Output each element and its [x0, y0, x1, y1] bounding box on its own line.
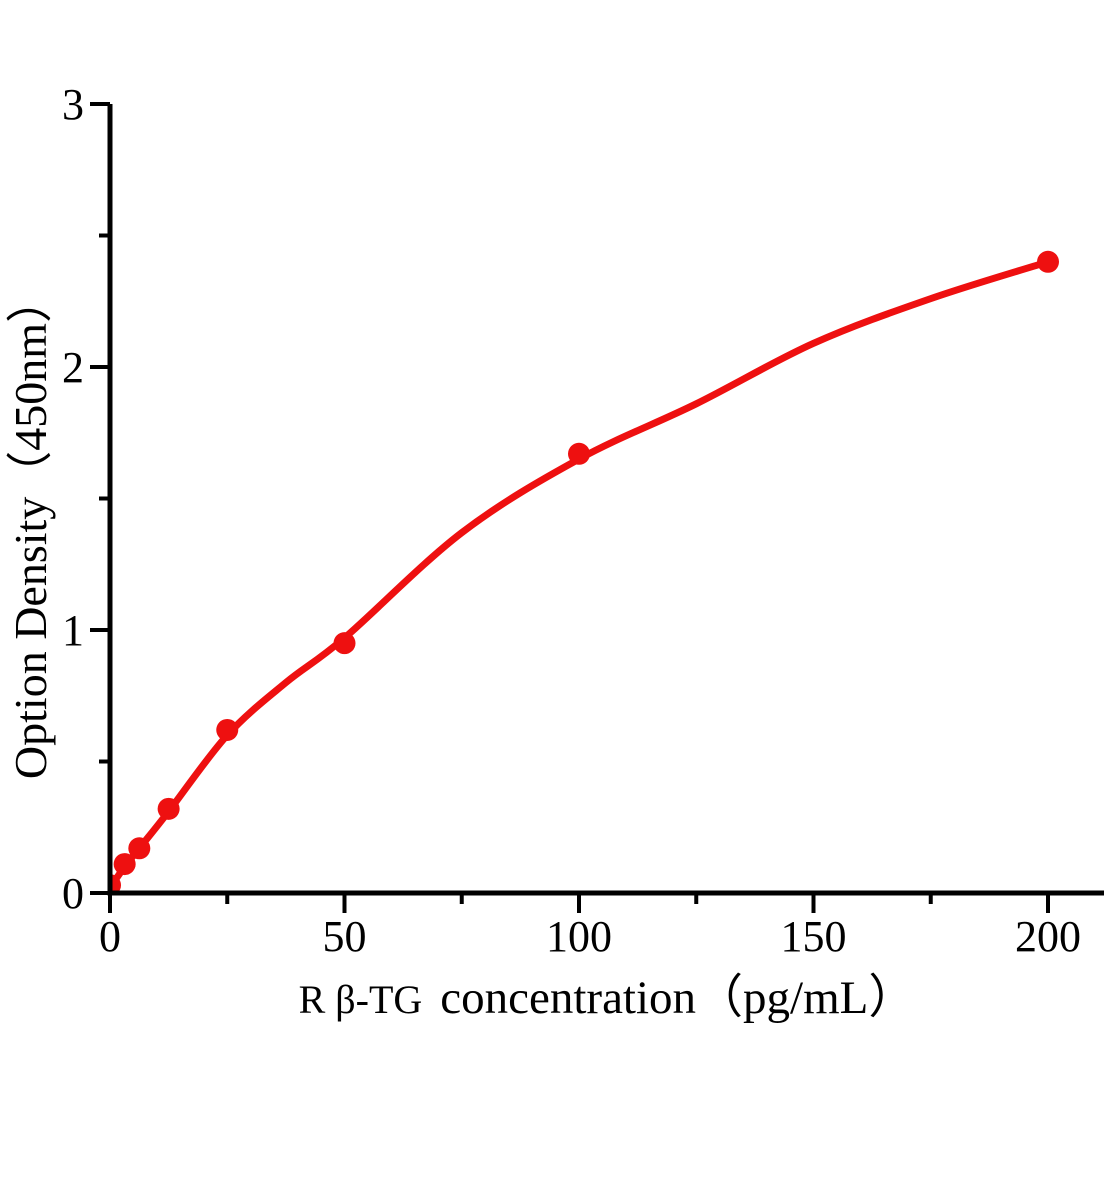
- x-tick-label: 150: [781, 912, 847, 961]
- x-tick-label: 50: [323, 912, 367, 961]
- data-point: [113, 853, 136, 876]
- data-point: [333, 632, 356, 655]
- data-point: [128, 837, 151, 860]
- data-point: [110, 874, 121, 893]
- x-axis-title-prefix: R β-TG: [299, 977, 423, 1022]
- x-tick-label: 100: [546, 912, 612, 961]
- data-point: [216, 718, 239, 741]
- tick-labels-group: 0 50 100 150 200 0 1 2 3: [62, 80, 1081, 961]
- y-tick-label: 2: [62, 343, 84, 392]
- y-tick-label: 1: [62, 606, 84, 655]
- axis-spines: [107, 104, 1104, 896]
- x-tick-label: 0: [99, 912, 121, 961]
- data-point: [568, 442, 590, 465]
- y-axis-title: Option Density（450nm）: [5, 277, 56, 779]
- fit-curve: [110, 258, 1052, 892]
- axes-group: [90, 102, 1104, 913]
- data-point: [157, 797, 180, 820]
- x-tick-label: 200: [1015, 912, 1081, 961]
- y-tick-label: 3: [62, 80, 84, 129]
- series-group: [110, 250, 1059, 893]
- x-axis-title-main: concentration（pg/mL）: [440, 972, 915, 1024]
- data-point: [1037, 250, 1059, 273]
- y-tick-label: 0: [62, 869, 84, 918]
- x-axis-title: R β-TG concentration（pg/mL）: [299, 972, 916, 1024]
